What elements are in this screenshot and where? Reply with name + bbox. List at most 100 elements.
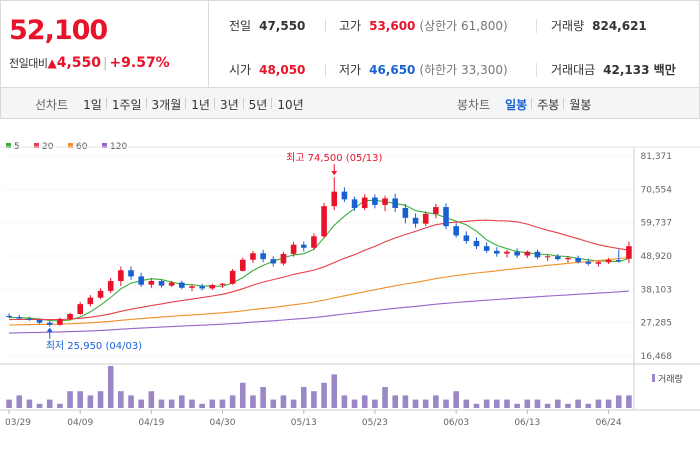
volume-bars: 거래량 <box>6 366 683 408</box>
candle <box>524 251 531 256</box>
volume-bar <box>372 399 378 408</box>
x-tick-label: 05/13 <box>291 418 317 428</box>
volume-bar <box>473 403 480 408</box>
stat-high-value: 53,600 <box>369 19 416 33</box>
volume-bar <box>57 403 63 408</box>
candle <box>626 246 632 259</box>
stat-open-value: 48,050 <box>259 63 306 77</box>
volume-bar <box>118 391 124 408</box>
price-change-row: 전일대비▲4,550 | +9.57% <box>9 55 170 71</box>
candle <box>422 213 429 224</box>
annotations: 최고 74,500 (05/13) 최저 25,950 (04/03) <box>46 152 383 352</box>
x-axis: 03/29 04/09 04/19 04/30 05/13 05/23 06/03 06/13… <box>5 410 622 428</box>
x-tick-label: 06/03 <box>443 418 469 428</box>
stat-open: 시가 48,050 <box>229 61 305 78</box>
volume-bar <box>585 403 592 408</box>
candle <box>331 191 338 207</box>
divider <box>536 19 537 33</box>
y-tick-label: 16,468 <box>641 352 673 362</box>
candle <box>372 197 378 205</box>
volume-bar <box>483 399 490 408</box>
volume-bar <box>595 399 602 408</box>
volume-bar <box>524 399 531 408</box>
volume-bar <box>168 399 175 408</box>
min-arrow-head <box>46 327 53 332</box>
chart-period-tabbar: 선차트 1일 1주일 3개월 1년 3년 5년 10년 봉차트 일봉 주봉 월봉 <box>0 88 700 119</box>
candle <box>443 207 449 227</box>
tab-3m[interactable]: 3개월 <box>145 96 187 113</box>
candle <box>189 286 195 288</box>
change-amount: 4,550 <box>56 55 102 71</box>
candle <box>77 304 84 314</box>
volume-bar <box>179 395 185 408</box>
ma-line-20 <box>9 219 629 321</box>
stat-high-label: 고가 <box>339 19 362 33</box>
legend-swatch <box>6 143 11 148</box>
tab-1d[interactable]: 1일 <box>83 98 102 112</box>
volume-bar <box>321 382 327 408</box>
volume-bar <box>199 403 205 408</box>
volume-bar <box>87 395 94 408</box>
candle <box>260 253 266 260</box>
volume-bar <box>290 399 297 408</box>
volume-legend-label: 거래량 <box>658 373 683 385</box>
volume-bar <box>280 395 287 408</box>
stat-prev-label: 전일 <box>229 19 252 33</box>
candle <box>158 281 165 286</box>
candles <box>6 177 632 327</box>
volume-bar <box>128 395 134 408</box>
min-annotation: 최저 25,950 (04/03) <box>46 340 142 352</box>
stat-low: 저가 46,650 (하한가 33,300) <box>339 61 508 78</box>
candlestick-chart: 5 20 60 120 81,37170,55459,73748,92038,1032… <box>0 142 700 428</box>
volume-legend-swatch <box>652 374 655 382</box>
tab-weekly[interactable]: 주봉 <box>531 96 564 113</box>
volume-bar <box>250 395 256 408</box>
candle <box>179 282 185 288</box>
ma-line-120 <box>9 290 629 334</box>
volume-bar <box>382 387 388 408</box>
stat-prev: 전일 47,550 <box>229 17 305 34</box>
stat-prev-value: 47,550 <box>259 19 306 33</box>
volume-bar <box>6 399 12 408</box>
candle <box>138 276 144 285</box>
tab-1y[interactable]: 1년 <box>185 96 215 113</box>
tab-5y[interactable]: 5년 <box>242 96 273 113</box>
volume-bar <box>392 395 399 408</box>
prev-close-label: 전일대비 <box>9 57 48 70</box>
volume-bar <box>402 395 409 408</box>
chart-area: 5 20 60 120 81,371 70,554 59,737 48,920 38,103 2… <box>0 120 700 450</box>
y-tick-label: 27,285 <box>641 319 673 329</box>
candle <box>67 313 73 319</box>
change-separator: | <box>103 56 108 71</box>
stat-high: 고가 53,600 (상한가 61,800) <box>339 17 508 34</box>
volume-bar <box>422 399 429 408</box>
candle <box>412 217 419 224</box>
candle <box>148 281 155 285</box>
stat-low-value: 46,650 <box>369 63 416 77</box>
candle <box>229 270 236 284</box>
candle <box>402 207 409 218</box>
stat-lower-limit: (하한가 33,300) <box>419 63 508 77</box>
volume-bar <box>138 399 144 408</box>
volume-bar <box>219 399 226 408</box>
volume-bar <box>361 395 368 408</box>
tab-3y[interactable]: 3년 <box>213 96 244 113</box>
tab-daily[interactable]: 일봉 <box>505 98 528 112</box>
candle <box>16 317 23 319</box>
candle <box>615 260 622 262</box>
y-tick-label: 48,920 <box>641 252 673 262</box>
tab-1w[interactable]: 1주일 <box>105 96 147 113</box>
legend-swatch <box>34 143 39 148</box>
quote-header: 52,100 전일대비▲4,550 | +9.57% 전일 47,550 고가 53,6… <box>0 0 700 88</box>
volume-bar <box>433 395 439 408</box>
max-annotation: 최고 74,500 (05/13) <box>286 152 382 164</box>
candle <box>382 198 388 205</box>
volume-bar <box>412 399 419 408</box>
tab-10y[interactable]: 10년 <box>271 96 308 113</box>
grid <box>0 146 700 411</box>
candle <box>504 251 510 254</box>
stat-amount-value: 42,133 백만 <box>603 63 676 77</box>
tab-monthly[interactable]: 월봉 <box>563 96 596 113</box>
ma-line-60 <box>9 256 629 326</box>
volume-bar <box>189 399 195 408</box>
